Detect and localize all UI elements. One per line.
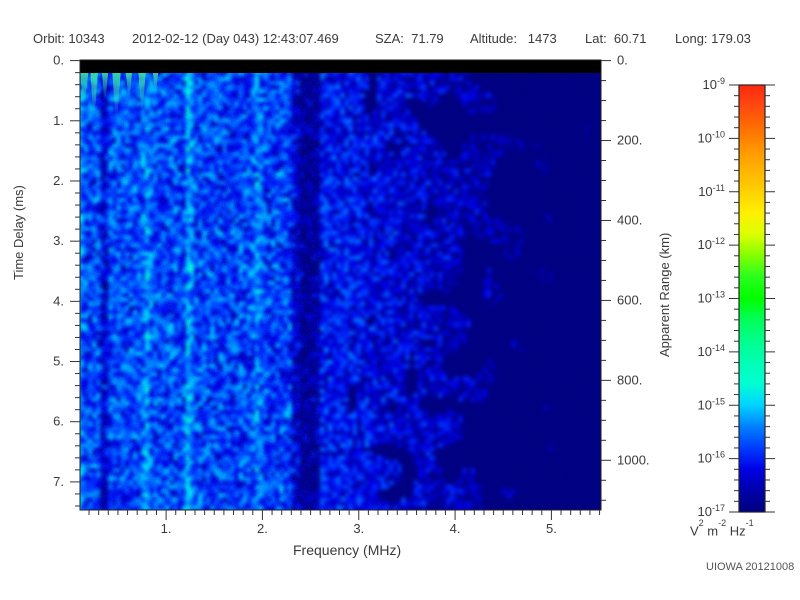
svg-text:1000.: 1000.: [617, 452, 650, 467]
svg-text:7.: 7.: [53, 474, 64, 489]
svg-text:10-9: 10-9: [703, 76, 725, 92]
svg-text:10-11: 10-11: [698, 183, 725, 199]
svg-text:10-12: 10-12: [698, 236, 725, 252]
svg-text:4.: 4.: [53, 293, 64, 308]
svg-text:10-10: 10-10: [698, 129, 725, 145]
svg-text:800.: 800.: [617, 372, 642, 387]
svg-text:5.: 5.: [546, 521, 557, 536]
svg-text:10-14: 10-14: [698, 343, 725, 359]
svg-text:600.: 600.: [617, 292, 642, 307]
svg-text:5.: 5.: [53, 354, 64, 369]
svg-text:200.: 200.: [617, 133, 642, 148]
svg-text:10-15: 10-15: [698, 396, 725, 412]
svg-text:2.: 2.: [257, 521, 268, 536]
svg-text:3.: 3.: [353, 521, 364, 536]
svg-text:6.: 6.: [53, 414, 64, 429]
svg-text:0.: 0.: [617, 53, 628, 68]
svg-text:400.: 400.: [617, 212, 642, 227]
svg-text:10-17: 10-17: [698, 503, 725, 519]
svg-text:1.: 1.: [53, 113, 64, 128]
svg-text:10-13: 10-13: [698, 290, 725, 306]
svg-text:2.: 2.: [53, 173, 64, 188]
svg-text:0.: 0.: [53, 53, 64, 68]
svg-text:10-16: 10-16: [698, 450, 725, 466]
svg-text:1.: 1.: [161, 521, 172, 536]
svg-text:4.: 4.: [450, 521, 461, 536]
svg-text:3.: 3.: [53, 233, 64, 248]
